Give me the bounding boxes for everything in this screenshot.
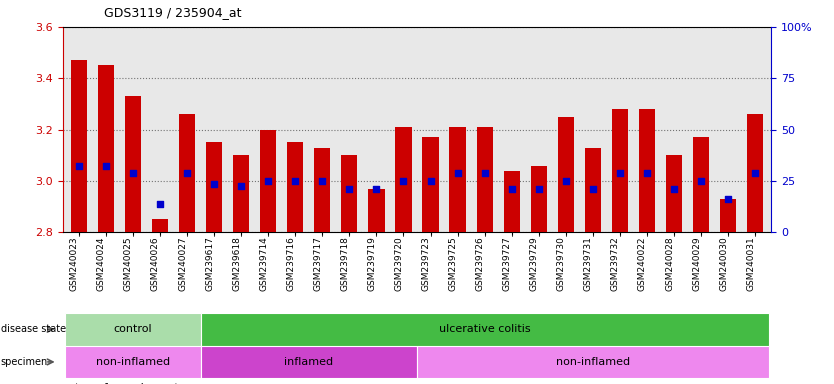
Bar	[65, 313, 200, 346]
Text: GSM240027: GSM240027	[178, 236, 187, 291]
Text: GSM239730: GSM239730	[557, 236, 565, 291]
Text: GSM240029: GSM240029	[692, 236, 701, 291]
Point	[126, 170, 139, 176]
Text: GSM240031: GSM240031	[746, 236, 756, 291]
Point	[315, 178, 329, 184]
Text: GSM239716: GSM239716	[286, 236, 295, 291]
Bar	[530, 166, 547, 232]
Text: GSM239727: GSM239727	[503, 236, 512, 291]
Text: GSM240025: GSM240025	[124, 236, 133, 291]
Text: GSM239725: GSM239725	[449, 236, 458, 291]
Point	[153, 201, 167, 207]
Point	[749, 170, 762, 176]
Text: GSM239731: GSM239731	[584, 236, 593, 291]
Bar	[693, 137, 709, 232]
Text: GSM240026: GSM240026	[151, 236, 160, 291]
Point	[586, 185, 600, 192]
Bar	[200, 313, 769, 346]
Text: GSM239732: GSM239732	[611, 236, 620, 291]
Text: disease state: disease state	[1, 324, 66, 334]
Point	[72, 162, 85, 169]
Bar	[422, 137, 439, 232]
Bar	[233, 155, 249, 232]
Bar	[504, 171, 520, 232]
Point	[369, 185, 383, 192]
Text: specimen: specimen	[1, 357, 48, 367]
Point	[667, 185, 681, 192]
Point	[613, 170, 626, 176]
Text: GSM240022: GSM240022	[638, 236, 647, 291]
Bar	[639, 109, 655, 232]
Bar	[287, 142, 304, 232]
Text: GSM239720: GSM239720	[394, 236, 404, 291]
Text: GSM239617: GSM239617	[205, 236, 214, 291]
Point	[343, 185, 356, 192]
Bar	[314, 147, 330, 232]
Point	[559, 178, 572, 184]
Bar	[200, 346, 417, 378]
Text: inflamed: inflamed	[284, 357, 334, 367]
Text: GSM240023: GSM240023	[70, 236, 78, 291]
Text: GSM239618: GSM239618	[232, 236, 241, 291]
Bar	[65, 346, 200, 378]
Point	[721, 196, 735, 202]
Bar	[71, 60, 87, 232]
Text: non-inflamed: non-inflamed	[96, 357, 170, 367]
Text: GSM239723: GSM239723	[421, 236, 430, 291]
Text: GDS3119 / 235904_at: GDS3119 / 235904_at	[104, 6, 242, 19]
Text: GSM240028: GSM240028	[665, 236, 674, 291]
Bar	[747, 114, 763, 232]
Bar	[179, 114, 195, 232]
Bar	[558, 117, 574, 232]
Text: GSM240024: GSM240024	[97, 236, 106, 291]
Text: transformed count: transformed count	[75, 383, 178, 384]
Point	[505, 185, 519, 192]
Text: GSM239726: GSM239726	[475, 236, 485, 291]
Point	[424, 178, 437, 184]
Text: non-inflamed: non-inflamed	[555, 357, 630, 367]
Text: ulcerative colitis: ulcerative colitis	[439, 324, 530, 334]
Point	[208, 180, 221, 187]
Bar	[152, 220, 168, 232]
Point	[695, 178, 708, 184]
Point	[262, 178, 275, 184]
Point	[641, 170, 654, 176]
Bar	[341, 155, 358, 232]
Text: GSM240030: GSM240030	[719, 236, 728, 291]
Point	[289, 178, 302, 184]
Text: GSM239719: GSM239719	[368, 236, 376, 291]
Bar	[476, 127, 493, 232]
Bar	[720, 199, 736, 232]
Bar	[125, 96, 141, 232]
Bar	[450, 127, 465, 232]
Bar	[417, 346, 769, 378]
Bar	[369, 189, 384, 232]
Text: GSM239717: GSM239717	[314, 236, 322, 291]
Point	[99, 162, 113, 169]
Point	[180, 170, 193, 176]
Bar	[395, 127, 412, 232]
Bar	[585, 147, 601, 232]
Bar	[666, 155, 682, 232]
Point	[532, 185, 545, 192]
Text: control: control	[113, 324, 153, 334]
Point	[234, 183, 248, 189]
Text: GSM239718: GSM239718	[340, 236, 349, 291]
Point	[451, 170, 465, 176]
Bar	[98, 65, 114, 232]
Bar	[612, 109, 628, 232]
Bar	[206, 142, 222, 232]
Point	[397, 178, 410, 184]
Point	[478, 170, 491, 176]
Text: GSM239729: GSM239729	[530, 236, 539, 291]
Bar	[260, 130, 276, 232]
Text: GSM239714: GSM239714	[259, 236, 269, 291]
